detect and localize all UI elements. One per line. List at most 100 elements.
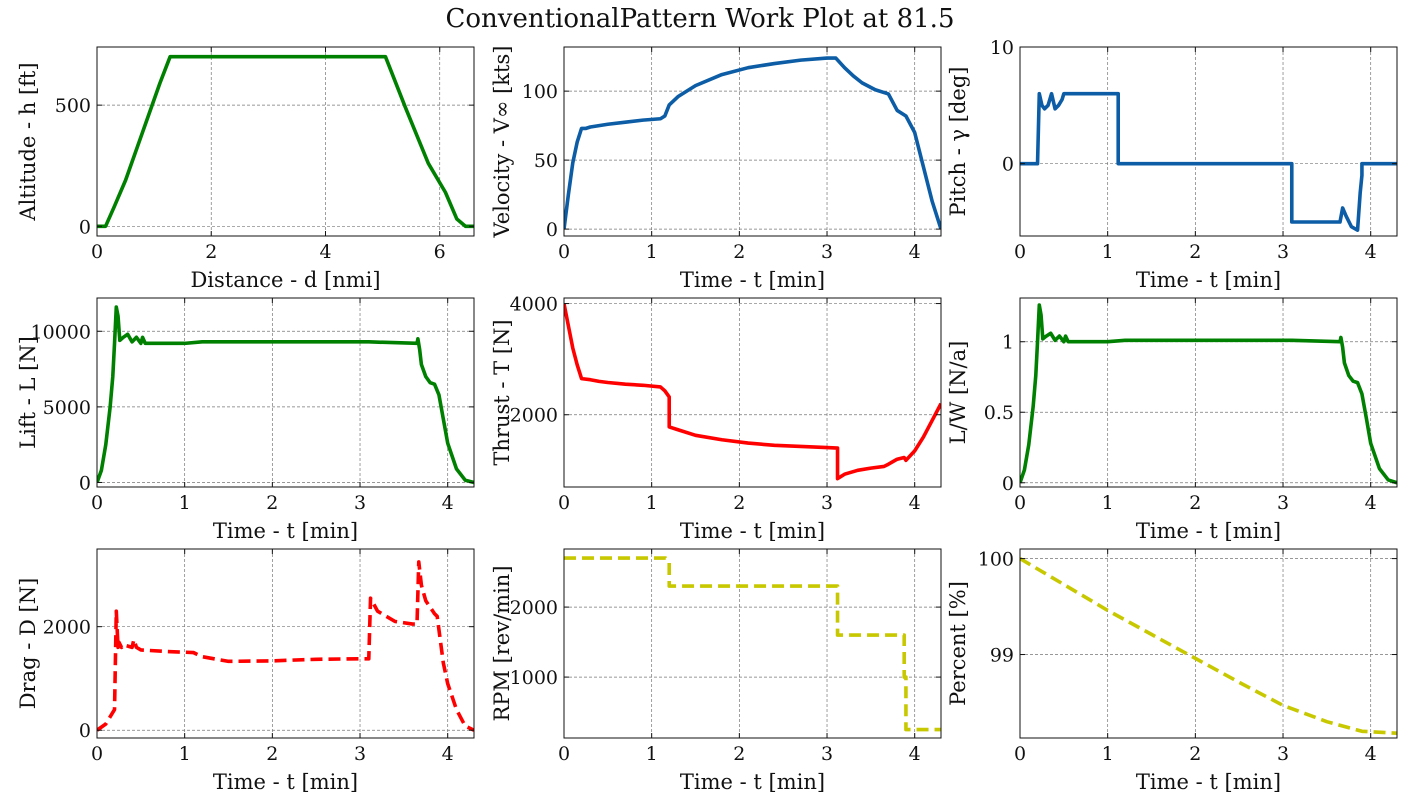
x-tick-label: 3: [821, 492, 833, 514]
series-line-lw: [1020, 303, 1397, 485]
subplot-drag: 0 1 2 3 4 0 2000 Time - t [min] Drag - D [N]: [16, 548, 475, 794]
x-axis-label: Time - t [min]: [1136, 268, 1281, 292]
x-tick-label: 0: [91, 241, 103, 263]
subplot-thrust: 0 1 2 3 4 2000 4000 Time - t [min] Thrust - T [N…: [490, 294, 942, 543]
y-tick-label: 0: [546, 219, 558, 241]
y-axis-label: Thrust - T [N]: [490, 319, 514, 465]
y-axis-label: Percent [%]: [946, 581, 970, 706]
y-tick-label: 100: [978, 549, 1014, 571]
x-tick-label: 2: [266, 492, 278, 514]
x-tick-label: 6: [434, 241, 446, 263]
y-tick-label: 0: [79, 216, 91, 238]
series-line-thrust: [564, 303, 941, 481]
x-tick-label: 3: [1277, 492, 1289, 514]
x-tick-label: 0: [558, 241, 570, 263]
x-tick-label: 4: [1365, 743, 1377, 765]
y-axis-label: L/W [N/a]: [946, 341, 970, 445]
axes-frame: [96, 548, 475, 739]
x-tick-label: 0: [91, 743, 103, 765]
y-tick-label: 1000: [510, 667, 558, 689]
x-tick-label: 4: [319, 241, 331, 263]
y-axis-label: Velocity - V∞ [kts]: [490, 46, 514, 239]
y-tick-label: 0: [79, 720, 91, 742]
x-tick-label: 3: [821, 743, 833, 765]
x-tick-label: 0: [558, 743, 570, 765]
x-tick-label: 4: [909, 743, 921, 765]
x-tick-label: 0: [1014, 492, 1026, 514]
x-axis-label: Time - t [min]: [1136, 770, 1281, 794]
subplot-lift: 0 1 2 3 4 0 5000 10000 Time - t [min] Lift - L [N…: [16, 297, 475, 543]
x-tick-label: 1: [646, 241, 658, 263]
axes-frame: [1019, 297, 1398, 488]
x-tick-label: 2: [733, 241, 745, 263]
x-tick-label: 1: [1102, 743, 1114, 765]
subplot-velocity: 0 1 2 3 4 0 50 100 Time - t [min] Velocity - V∞ […: [490, 46, 942, 292]
y-axis-label: Lift - L [N]: [16, 336, 40, 449]
x-tick-label: 2: [1189, 492, 1201, 514]
y-tick-label: 4000: [510, 294, 558, 316]
y-tick-label: 500: [55, 95, 91, 117]
y-tick-label: 1: [1002, 332, 1014, 354]
x-tick-label: 4: [442, 492, 454, 514]
y-tick-label: 50: [534, 150, 558, 172]
x-axis-label: Distance - d [nmi]: [190, 268, 380, 292]
x-tick-label: 1: [179, 492, 191, 514]
x-tick-label: 4: [1365, 492, 1377, 514]
y-tick-label: 2000: [43, 617, 91, 639]
subplot-rpm: 0 1 2 3 4 1000 2000 Time - t [min] RPM [rev/min]: [490, 548, 942, 794]
y-tick-label: 0: [1002, 154, 1014, 176]
x-axis-label: Time - t [min]: [680, 770, 825, 794]
x-tick-label: 0: [91, 492, 103, 514]
y-axis-label: Pitch - γ [deg]: [946, 67, 970, 217]
series-line-altitude: [97, 54, 474, 229]
y-tick-label: 0: [79, 472, 91, 494]
axes-frame: [96, 46, 475, 237]
x-axis-label: Time - t [min]: [680, 268, 825, 292]
y-tick-label: 10000: [31, 321, 91, 343]
x-tick-label: 4: [909, 241, 921, 263]
x-tick-label: 1: [1102, 241, 1114, 263]
x-tick-label: 4: [442, 743, 454, 765]
y-tick-label: 10: [990, 37, 1014, 59]
series-line-percent: [1020, 557, 1397, 735]
series-line-rpm: [564, 556, 941, 732]
x-tick-label: 2: [1189, 743, 1201, 765]
x-tick-label: 0: [1014, 241, 1026, 263]
x-tick-label: 2: [733, 492, 745, 514]
series-line-lift: [97, 305, 474, 485]
y-tick-label: 100: [522, 81, 558, 103]
x-tick-label: 0: [1014, 743, 1026, 765]
y-tick-label: 0: [1002, 473, 1014, 495]
subplot-percent: 0 1 2 3 4 99 100 Time - t [min] Percent [%]: [946, 548, 1398, 794]
axes-frame: [563, 297, 942, 488]
x-axis-label: Time - t [min]: [213, 770, 358, 794]
y-tick-label: 0.5: [984, 402, 1014, 424]
x-tick-label: 2: [205, 241, 217, 263]
series-line-pitch: [1020, 91, 1397, 232]
subplot-pitch: 0 1 2 3 4 0 10 Time - t [min] Pitch - γ [deg]: [946, 37, 1398, 292]
x-tick-label: 3: [821, 241, 833, 263]
x-tick-label: 1: [1102, 492, 1114, 514]
x-tick-label: 0: [558, 492, 570, 514]
figure-title: ConventionalPattern Work Plot at 81.5: [446, 4, 955, 34]
axes-frame: [1019, 548, 1398, 739]
y-tick-label: 2000: [510, 405, 558, 427]
x-axis-label: Time - t [min]: [213, 519, 358, 543]
x-tick-label: 1: [179, 743, 191, 765]
series-line-drag: [97, 560, 474, 732]
axes-frame: [563, 46, 942, 237]
axes-frame: [563, 548, 942, 739]
x-tick-label: 2: [1189, 241, 1201, 263]
subplot-lw: 0 1 2 3 4 0 0.5 1 Time - t [min] L/W [N/a]: [946, 297, 1398, 543]
axes-frame: [1019, 46, 1398, 237]
x-tick-label: 4: [1365, 241, 1377, 263]
subplot-altitude: 0 2 4 6 0 500 Distance - d [nmi] Altitude - h […: [16, 46, 475, 292]
x-tick-label: 3: [1277, 241, 1289, 263]
y-axis-label: Altitude - h [ft]: [16, 62, 40, 221]
x-tick-label: 2: [733, 743, 745, 765]
x-tick-label: 1: [646, 492, 658, 514]
y-axis-label: Drag - D [N]: [16, 578, 40, 710]
x-tick-label: 1: [646, 743, 658, 765]
y-tick-label: 2000: [510, 597, 558, 619]
